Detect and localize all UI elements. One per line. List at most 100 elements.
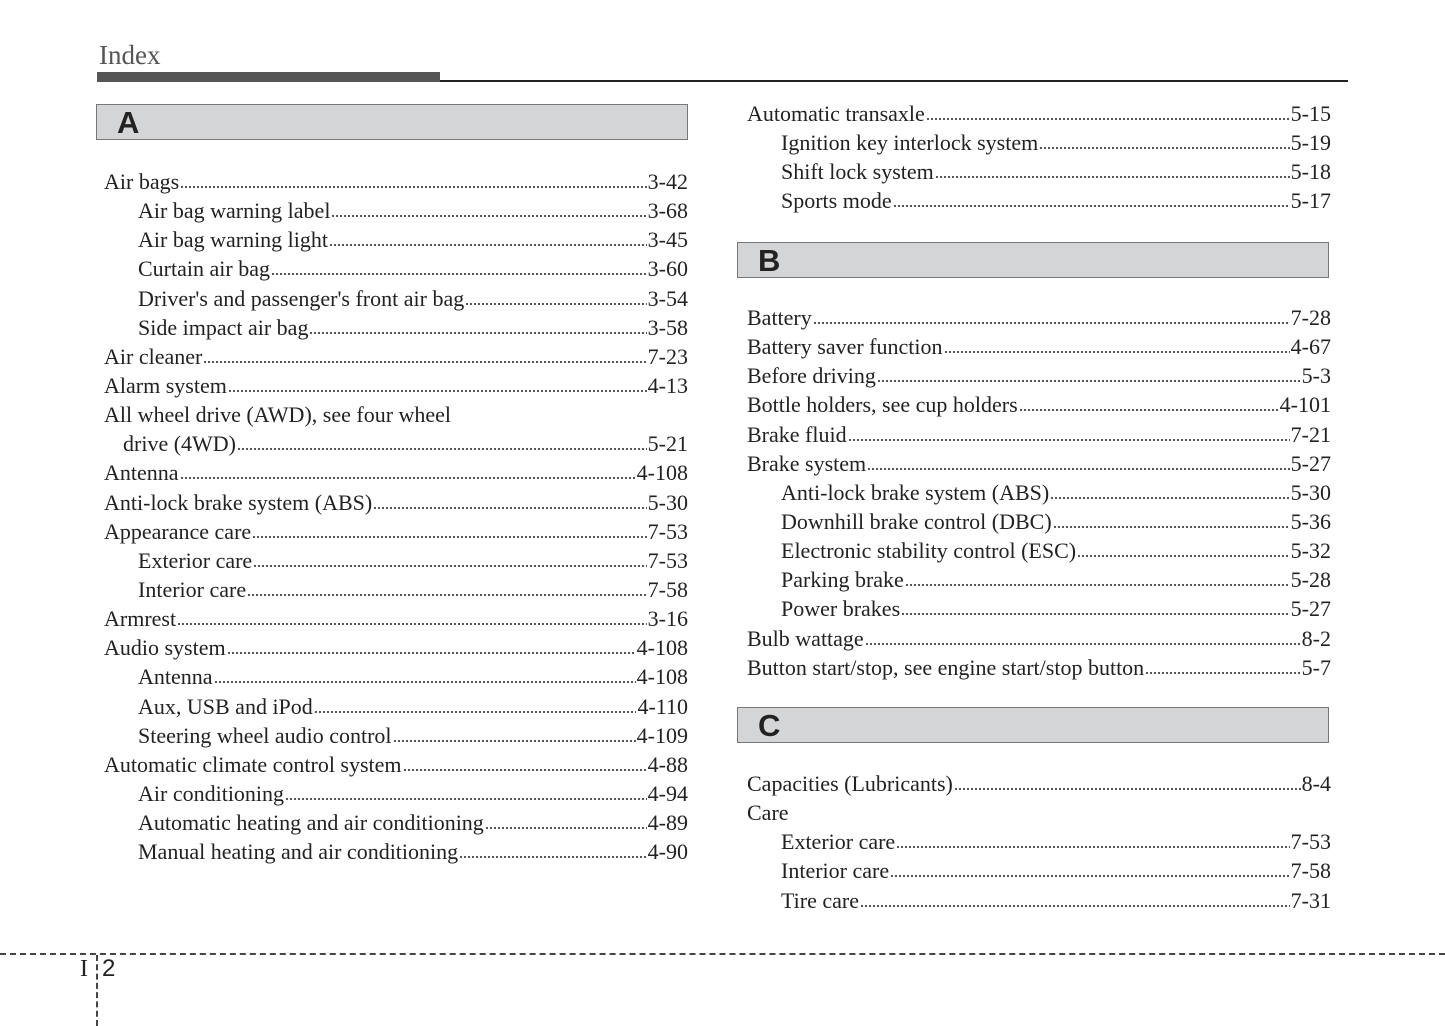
- entry-page: 3-60: [647, 256, 688, 282]
- entry-page: 5-30: [647, 489, 688, 515]
- dot-leader: [812, 313, 1290, 325]
- index-entry: Battery saver function 4-67: [747, 332, 1331, 361]
- entry-text: Aux, USB and iPod: [138, 693, 313, 719]
- dot-leader: [890, 866, 1290, 879]
- index-entry: Shift lock system 5-18: [747, 157, 1331, 186]
- dot-leader: [203, 351, 647, 364]
- entry-page: 4-101: [1279, 392, 1331, 418]
- dot-leader: [904, 575, 1290, 588]
- entry-page: 8-2: [1301, 625, 1331, 651]
- entry-text: Anti-lock brake system (ABS): [104, 489, 373, 515]
- index-entry: Appearance care 7-53: [104, 517, 688, 546]
- entry-text: Air conditioning: [138, 780, 285, 806]
- entry-page: 7-23: [647, 343, 688, 369]
- index-entry: Anti-lock brake system (ABS) 5-30: [104, 488, 688, 517]
- entry-page: 4-108: [636, 635, 688, 661]
- index-entry: Exterior care 7-53: [104, 546, 688, 575]
- index-list-c: Capacities (Lubricants) 8-4 Care Exterior c…: [747, 769, 1331, 915]
- page-number: 2: [102, 955, 116, 982]
- dot-leader: [179, 468, 636, 481]
- dot-leader: [285, 788, 647, 801]
- entry-text: Bulb wattage: [747, 625, 864, 651]
- entry-page: 5-7: [1301, 654, 1331, 680]
- dot-leader: [943, 342, 1290, 355]
- header-rule: [440, 80, 1348, 82]
- entry-text: Battery saver function: [747, 334, 943, 360]
- entry-text: Anti-lock brake system (ABS): [781, 479, 1050, 505]
- section-letter: A: [117, 105, 140, 140]
- index-entry: Interior care 7-58: [747, 856, 1331, 885]
- dot-leader: [313, 701, 637, 714]
- index-entry: Brake fluid 7-21: [747, 420, 1331, 449]
- dot-leader: [402, 759, 647, 772]
- entry-page: 5-27: [1290, 450, 1331, 476]
- entry-text: Power brakes: [781, 596, 901, 622]
- entry-text: Air cleaner: [104, 343, 203, 369]
- index-entry: Ignition key interlock system 5-19: [747, 128, 1331, 157]
- entry-text: Alarm system: [104, 372, 227, 398]
- dot-leader: [1145, 662, 1301, 675]
- entry-page: 5-27: [1290, 596, 1331, 622]
- dot-leader: [1052, 516, 1290, 529]
- entry-text: Side impact air bag: [138, 314, 309, 340]
- entry-text: Sports mode: [781, 188, 892, 214]
- entry-page: 5-17: [1290, 188, 1331, 214]
- dot-leader: [180, 177, 647, 189]
- index-list-a-continued: Automatic transaxle 5-15 Ignition key inte…: [747, 99, 1331, 216]
- footer-section: I: [80, 956, 88, 982]
- entry-text: Air bags: [104, 169, 180, 194]
- entry-page: 5-19: [1290, 130, 1331, 156]
- entry-text: drive (4WD): [123, 431, 237, 457]
- entry-page: 7-21: [1290, 421, 1331, 447]
- entry-text: Capacities (Lubricants): [747, 771, 953, 796]
- entry-page: 4-13: [647, 372, 688, 398]
- index-list-b: Battery 7-28 Battery saver function 4-67 Bef…: [747, 303, 1331, 682]
- entry-page: 5-28: [1290, 567, 1331, 593]
- entry-text: Automatic heating and air conditioning: [138, 810, 484, 836]
- entry-page: 5-18: [1290, 159, 1331, 185]
- entry-page: 4-110: [637, 693, 688, 719]
- entry-page: 4-88: [647, 751, 688, 777]
- entry-page: 7-31: [1290, 887, 1331, 913]
- index-entry: Manual heating and air conditioning 4-90: [104, 837, 688, 866]
- index-entry: Capacities (Lubricants) 8-4: [747, 769, 1331, 798]
- entry-page: 5-21: [647, 431, 688, 457]
- dot-leader: [213, 672, 636, 685]
- entry-text: Parking brake: [781, 567, 904, 593]
- entry-text: Tire care: [781, 887, 859, 913]
- index-entry: Exterior care 7-53: [747, 827, 1331, 856]
- index-entry: Tire care 7-31: [747, 886, 1331, 915]
- entry-page: 7-53: [647, 518, 688, 544]
- index-entry: Audio system 4-108: [104, 633, 688, 662]
- entry-page: 5-30: [1290, 479, 1331, 505]
- index-entry: Armrest 3-16: [104, 604, 688, 633]
- dot-leader: [309, 322, 647, 335]
- entry-page: 4-108: [636, 460, 688, 486]
- index-entry: Antenna 4-108: [104, 662, 688, 691]
- entry-text: Armrest: [104, 606, 177, 632]
- dot-leader: [237, 439, 647, 452]
- entry-page: 4-109: [636, 722, 688, 748]
- dot-leader: [247, 584, 647, 597]
- dot-leader: [484, 818, 647, 831]
- entry-text: Manual heating and air conditioning: [138, 839, 459, 865]
- entry-text: Brake fluid: [747, 421, 847, 447]
- entry-text: Ignition key interlock system: [781, 130, 1039, 156]
- dot-leader: [1077, 546, 1290, 559]
- dot-leader: [270, 264, 647, 277]
- entry-text: Electronic stability control (ESC): [781, 538, 1077, 564]
- dot-leader: [1018, 400, 1279, 413]
- section-letter: B: [758, 243, 781, 278]
- entry-page: 8-4: [1301, 771, 1331, 796]
- index-list-a: Air bags 3-42 Air bag warning label 3-68 Air…: [104, 167, 688, 866]
- index-entry: Air bags 3-42: [104, 167, 688, 196]
- entry-page: 5-3: [1301, 363, 1331, 389]
- index-entry: Steering wheel audio control 4-109: [104, 721, 688, 750]
- index-entry: drive (4WD) 5-21: [104, 429, 688, 458]
- index-entry: Power brakes 5-27: [747, 594, 1331, 623]
- index-entry: Interior care 7-58: [104, 575, 688, 604]
- index-entry: Air conditioning 4-94: [104, 779, 688, 808]
- dot-leader: [934, 167, 1290, 180]
- entry-text: Audio system: [104, 635, 226, 661]
- entry-text: Automatic climate control system: [104, 751, 402, 777]
